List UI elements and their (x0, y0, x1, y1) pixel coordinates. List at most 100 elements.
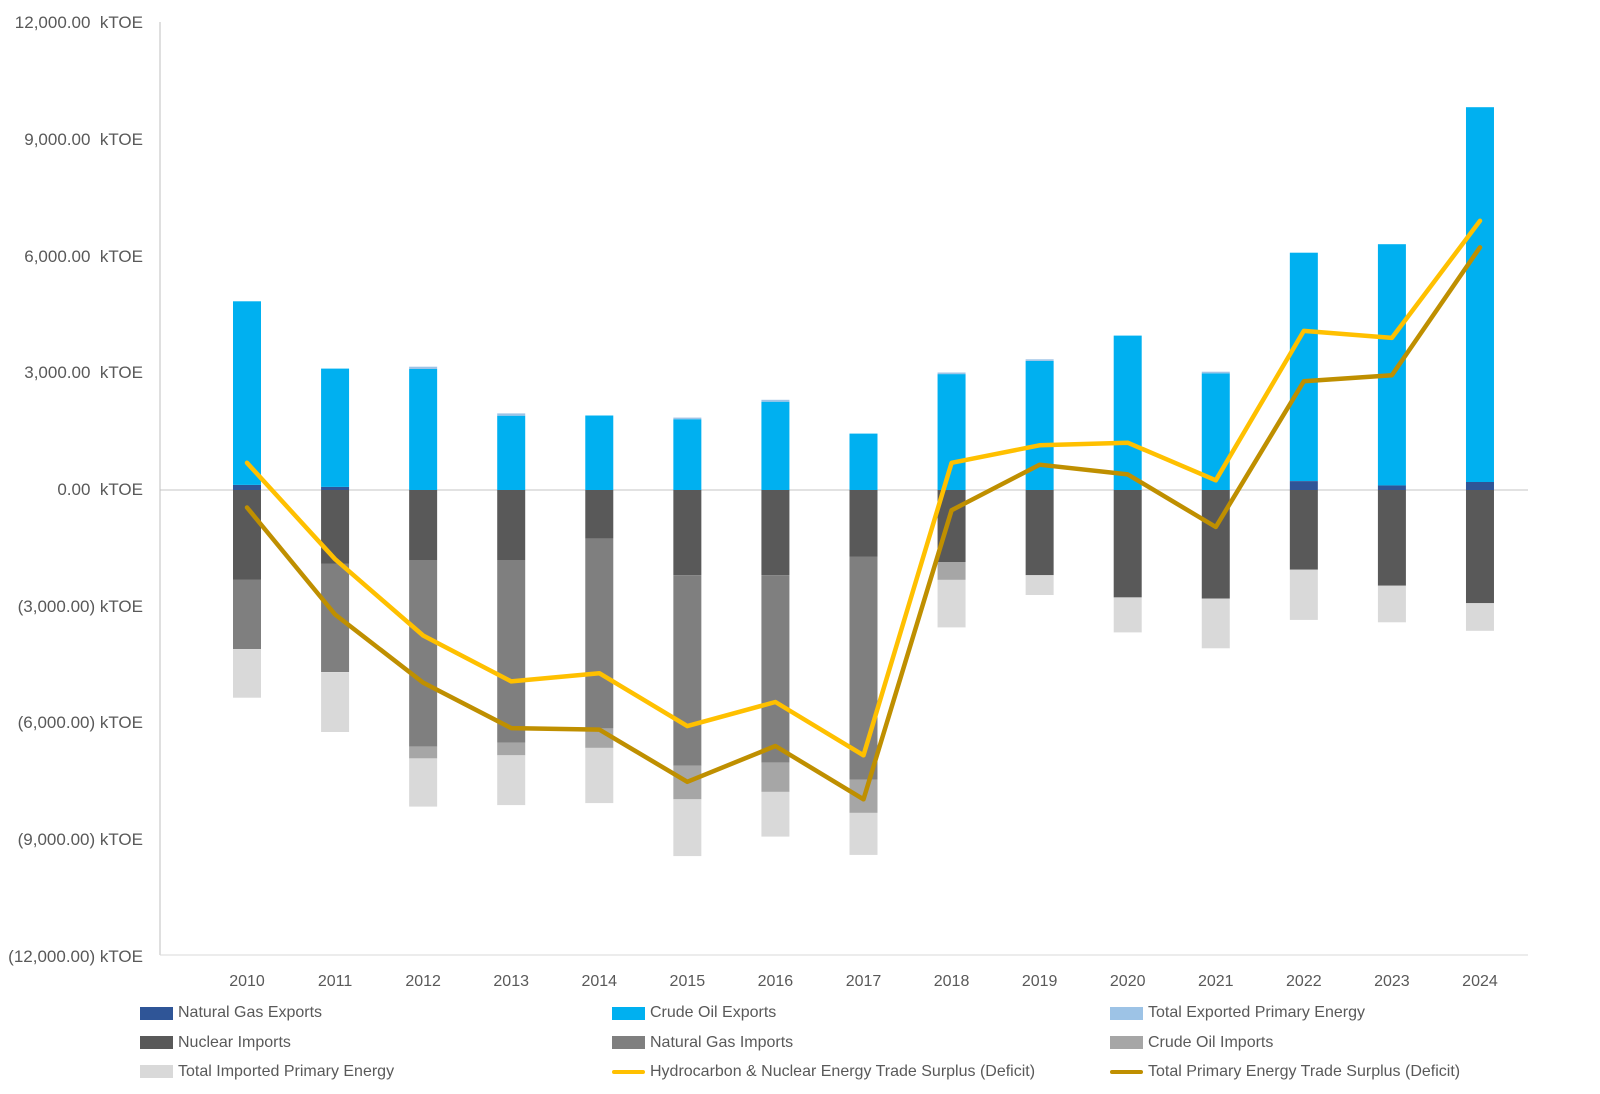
bar-segment-total-imported-primary-energy (761, 791, 790, 837)
bar-segment-total-imported-primary-energy (1377, 585, 1406, 623)
bar-segment-total-exported-primary-energy (673, 417, 702, 420)
legend-label: Hydrocarbon & Nuclear Energy Trade Surpl… (650, 1062, 1036, 1080)
bar-segment-nuclear-imports (673, 490, 702, 576)
bar-segment-natural-gas-exports (1289, 481, 1318, 490)
bar-segment-total-imported-primary-energy (849, 812, 878, 855)
legend-item: Crude Oil Exports (612, 1003, 776, 1023)
x-year-label: 2022 (1286, 973, 1322, 990)
bar-segment-nuclear-imports (1377, 490, 1406, 586)
legend-item: Natural Gas Imports (612, 1033, 793, 1053)
legend-item: Crude Oil Imports (1110, 1033, 1273, 1053)
x-year-label: 2015 (669, 973, 706, 990)
bar-segment-crude-oil-exports (497, 415, 526, 490)
bar-segment-total-imported-primary-energy (673, 799, 702, 857)
bar-segment-crude-oil-exports (585, 415, 614, 490)
x-year-label: 2023 (1374, 973, 1410, 990)
x-year-label: 2014 (581, 973, 618, 990)
y-tick-label: (3,000.00) kTOE (17, 596, 143, 616)
bar-segment-crude-oil-exports (761, 401, 790, 490)
y-tick-label: (9,000.00) kTOE (17, 830, 143, 850)
bar-segment-nuclear-imports (1201, 490, 1230, 599)
bar-segment-natural-gas-imports (761, 575, 790, 763)
y-tick-label: (12,000.00) kTOE (8, 946, 143, 966)
bar-segment-crude-oil-imports (497, 742, 526, 756)
bar-segment-nuclear-imports (937, 490, 966, 562)
legend-item: Nuclear Imports (140, 1033, 291, 1053)
legend-item: Total Imported Primary Energy (140, 1062, 394, 1082)
legend-item: Natural Gas Exports (140, 1003, 322, 1023)
bar-segment-natural-gas-imports (673, 575, 702, 766)
y-tick-label: 6,000.00 kTOE (24, 246, 143, 266)
bar-segment-total-exported-primary-energy (1201, 371, 1230, 374)
legend-label: Crude Oil Imports (1148, 1033, 1274, 1051)
x-year-label: 2019 (1021, 973, 1058, 990)
legend-swatch (1110, 1069, 1143, 1074)
bar-segment-total-exported-primary-energy (761, 399, 790, 402)
x-year-label: 2024 (1462, 973, 1498, 990)
bar-segment-total-imported-primary-energy (497, 755, 526, 806)
bar-segment-natural-gas-exports (321, 486, 350, 490)
x-year-label: 2017 (845, 973, 882, 990)
legend-label: Natural Gas Exports (178, 1004, 323, 1021)
bar-segment-crude-oil-exports (1201, 373, 1230, 490)
bar-segment-nuclear-imports (233, 490, 261, 580)
x-year-label: 2013 (493, 973, 529, 990)
bar-segment-crude-oil-exports (1465, 107, 1494, 482)
legend-swatch (612, 1036, 645, 1049)
bar-segment-crude-oil-imports (761, 762, 790, 792)
y-tick-label: 0.00 kTOE (57, 480, 143, 499)
bar-segment-natural-gas-imports (585, 538, 614, 729)
bar-segment-nuclear-imports (497, 490, 526, 560)
bar-segment-nuclear-imports (409, 490, 438, 560)
bar-segment-nuclear-imports (1289, 490, 1318, 570)
bar-segment-total-imported-primary-energy (321, 672, 350, 732)
x-year-label: 2021 (1197, 973, 1234, 990)
legend-swatch (140, 1036, 173, 1049)
bar-segment-total-imported-primary-energy (585, 747, 614, 804)
bar-segment-total-exported-primary-energy (409, 366, 438, 369)
bar-segment-natural-gas-imports (497, 560, 526, 743)
bar-segment-total-imported-primary-energy (937, 579, 966, 628)
bar-segment-crude-oil-exports (673, 419, 702, 490)
bar-segment-nuclear-imports (1025, 490, 1054, 576)
bar-segment-nuclear-imports (585, 490, 614, 539)
x-year-label: 2011 (317, 973, 353, 990)
bar-segment-crude-oil-exports (321, 368, 350, 487)
bar-segment-crude-oil-exports (849, 433, 878, 490)
trend-line-hydrocarbon-nuclear-energy-trade-surplus (244, 218, 1483, 758)
bar-segment-nuclear-imports (1113, 490, 1142, 598)
bar-segment-natural-gas-exports (1377, 485, 1406, 490)
bar-segment-natural-gas-imports (849, 556, 878, 780)
bar-segment-crude-oil-exports (233, 301, 261, 485)
legend-item: Total Exported Primary Energy (1110, 1003, 1365, 1023)
y-tick-label: 9,000.00 kTOE (24, 129, 143, 149)
bar-segment-crude-oil-exports (1289, 252, 1318, 481)
bar-segment-crude-oil-exports (409, 369, 438, 490)
x-year-label: 2018 (933, 973, 970, 990)
bar-segment-natural-gas-imports (321, 563, 350, 672)
bar-segment-natural-gas-exports (1465, 482, 1494, 490)
legend-swatch (612, 1006, 645, 1020)
legend-item: Total Primary Energy Trade Surplus (Defi… (1110, 1062, 1460, 1082)
bar-segment-total-exported-primary-energy (1025, 359, 1054, 361)
bar-segment-natural-gas-imports (233, 579, 261, 650)
legend-label: Total Primary Energy Trade Surplus (Defi… (1148, 1062, 1461, 1080)
bar-segment-crude-oil-imports (409, 746, 438, 759)
x-year-label: 2020 (1109, 973, 1146, 990)
bar-segment-crude-oil-exports (1113, 335, 1142, 490)
bar-segment-natural-gas-exports (233, 484, 261, 490)
bar-segment-total-imported-primary-energy (409, 758, 438, 807)
bar-segment-nuclear-imports (849, 490, 878, 557)
legend-swatch (1110, 1006, 1143, 1020)
legend-item: Hydrocarbon & Nuclear Energy Trade Surpl… (612, 1062, 1035, 1082)
y-tick-label: 12,000.00 kTOE (14, 13, 143, 33)
bar-segment-total-imported-primary-energy (1025, 575, 1054, 595)
x-year-label: 2016 (757, 973, 794, 990)
trend-line-total-primary-energy-trade-surplus-defic (244, 245, 1483, 802)
x-year-label: 2012 (405, 973, 441, 990)
legend-swatch (1110, 1036, 1143, 1049)
legend-swatch (140, 1006, 173, 1020)
bar-segment-total-imported-primary-energy (233, 649, 261, 698)
